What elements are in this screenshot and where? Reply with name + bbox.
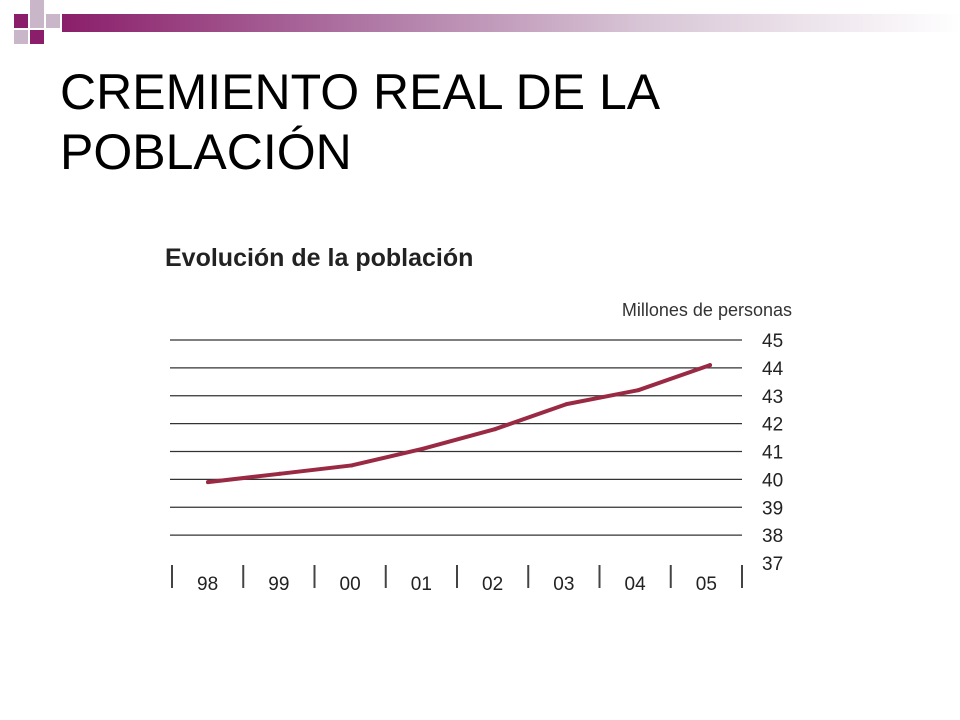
data-point xyxy=(564,402,569,407)
population-series-line xyxy=(206,363,712,485)
x-tick-label: 03 xyxy=(553,574,574,595)
x-tick-label: 04 xyxy=(625,574,647,595)
slide-title: CREMIENTO REAL DE LA POBLACIÓN xyxy=(60,64,658,180)
population-chart: Evolución de la población Millones de pe… xyxy=(150,230,830,610)
data-point xyxy=(349,463,354,468)
y-tick-label: 41 xyxy=(762,443,783,464)
y-tick-label: 39 xyxy=(762,498,783,519)
x-tick-label: 02 xyxy=(482,574,503,595)
x-tick-label: 98 xyxy=(197,574,218,595)
y-tick-label: 45 xyxy=(762,331,783,352)
chart-title: Evolución de la población xyxy=(165,244,473,272)
data-point xyxy=(277,471,282,476)
x-tick-label: 01 xyxy=(411,574,432,595)
y-axis-label: Millones de personas xyxy=(622,300,792,320)
y-tick-label: 38 xyxy=(762,526,783,547)
x-tick-label: 99 xyxy=(268,574,289,595)
decorative-header-bar xyxy=(62,14,960,32)
data-point xyxy=(421,446,426,451)
data-point xyxy=(206,480,210,485)
decorative-squares xyxy=(14,0,60,44)
y-tick-label: 42 xyxy=(762,415,783,436)
y-tick-label: 43 xyxy=(762,387,783,408)
x-tick-label: 05 xyxy=(696,574,717,595)
y-tick-label: 40 xyxy=(762,470,783,491)
y-tick-label: 37 xyxy=(762,554,783,575)
data-point xyxy=(636,388,641,393)
chart-svg: Evolución de la población Millones de pe… xyxy=(165,244,792,595)
data-point xyxy=(708,363,712,368)
y-tick-label: 44 xyxy=(762,359,784,380)
data-point xyxy=(492,427,497,432)
x-tick-label: 00 xyxy=(340,574,361,595)
